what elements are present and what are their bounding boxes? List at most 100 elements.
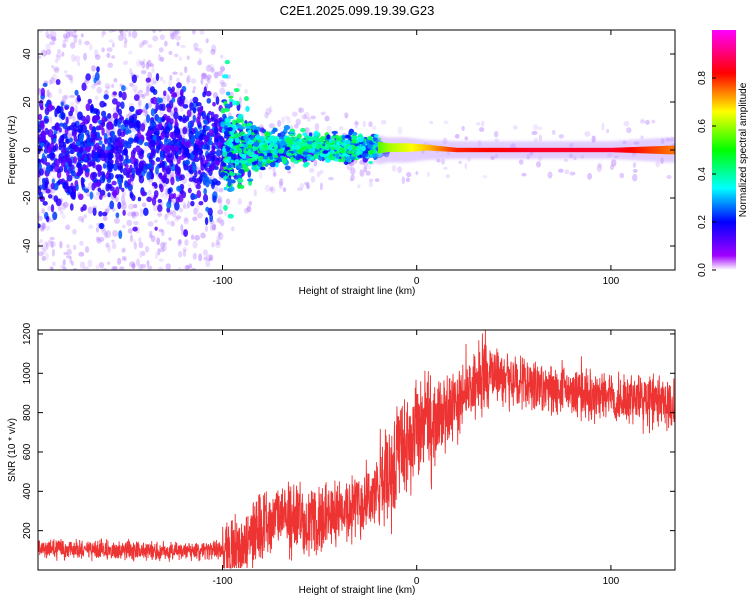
- spectrogram-speckle: [268, 105, 273, 113]
- spectrogram-blob: [70, 170, 76, 177]
- spectrogram-band-blob: [259, 166, 266, 171]
- spectrogram-speckle: [481, 120, 485, 127]
- spectrogram-blob: [129, 174, 135, 182]
- spectrogram-line-segment: [544, 147, 548, 153]
- spectrogram-blob: [112, 163, 118, 171]
- spectrogram-speckle: [96, 236, 100, 241]
- spectrogram-blob: [157, 204, 163, 213]
- spectrogram-speckle: [220, 219, 225, 227]
- spectrogram-band-blob: [225, 91, 231, 96]
- spectrogram-blob: [158, 172, 163, 180]
- spectrogram-blob: [204, 217, 209, 226]
- spectrogram-speckle: [44, 225, 51, 231]
- spectrogram-speckle: [217, 70, 223, 77]
- spectrogram-blob: [118, 142, 123, 152]
- spectrogram-blob: [198, 135, 204, 140]
- spectrogram-blob: [153, 190, 159, 198]
- spectrogram-line-segment: [593, 147, 596, 153]
- spectrogram-speckle: [78, 38, 82, 46]
- spectrogram-blob: [204, 159, 209, 165]
- top-y-tick-label: -20: [22, 190, 33, 205]
- spectrogram-speckle: [191, 30, 196, 35]
- spectrogram-speckle: [436, 158, 441, 163]
- spectrogram-speckle: [162, 241, 168, 247]
- spectrogram-blob: [51, 178, 55, 184]
- spectrogram-speckle: [200, 72, 207, 80]
- spectrogram-band-blob: [305, 144, 312, 149]
- spectrogram-speckle: [59, 264, 65, 269]
- spectrogram-line-segment: [558, 147, 561, 153]
- spectrogram-blob: [56, 105, 61, 114]
- spectrogram-blob: [177, 166, 181, 176]
- spectrogram-speckle: [176, 41, 180, 47]
- spectrogram-speckle: [397, 126, 403, 135]
- spectrogram-speckle: [632, 168, 638, 173]
- spectrogram-speckle: [205, 259, 211, 268]
- spectrogram-line-segment: [589, 147, 592, 153]
- spectrogram-blob: [78, 193, 84, 201]
- spectrogram-blob: [146, 171, 152, 181]
- spectrogram-line-segment: [618, 147, 622, 153]
- spectrogram-blob: [133, 160, 139, 170]
- spectrogram-line-segment: [381, 142, 385, 153]
- spectrogram-speckle: [328, 176, 334, 181]
- spectrogram-blob: [38, 168, 44, 176]
- spectrogram-speckle: [141, 94, 146, 99]
- spectrogram-blob: [192, 96, 199, 104]
- spectrogram-speckle: [623, 120, 630, 127]
- spectrogram-speckle: [62, 263, 66, 270]
- spectrogram-speckle: [157, 248, 161, 256]
- spectrogram-speckle: [212, 224, 216, 230]
- spectrogram-line-segment: [630, 147, 633, 153]
- spectrogram-speckle: [219, 64, 225, 72]
- spectrogram-blob: [197, 149, 204, 156]
- spectrogram-blob: [119, 165, 124, 174]
- spectrogram-speckle: [166, 94, 170, 102]
- spectrogram-speckle: [203, 256, 208, 261]
- top-y-axis: -40 -20 0 20 40: [22, 48, 675, 253]
- spectrogram-speckle: [132, 239, 136, 245]
- spectrogram-speckle: [41, 247, 46, 255]
- spectrogram-speckle: [57, 206, 62, 211]
- spectrogram-line-segment: [393, 143, 396, 152]
- spectrogram-speckle: [128, 50, 133, 55]
- spectrogram-speckle: [77, 61, 81, 67]
- spectrogram-speckle: [666, 175, 672, 180]
- spectrogram-line-segment: [449, 147, 453, 152]
- spectrogram-speckle: [67, 131, 72, 136]
- spectrogram-band-blob: [274, 154, 279, 158]
- spectrogram-speckle: [121, 191, 126, 197]
- spectrogram-blob: [98, 210, 103, 217]
- spectrogram-line-segment: [418, 144, 421, 152]
- spectrogram-line-segment: [506, 147, 509, 153]
- spectrogram-speckle: [41, 226, 45, 232]
- spectrogram-blob: [69, 203, 74, 211]
- spectrogram-band-blob: [242, 164, 248, 170]
- spectrogram-blob: [74, 89, 79, 96]
- spectrogram-speckle: [172, 71, 178, 75]
- spectrogram-band-blob: [313, 130, 320, 137]
- spectrogram-blob: [73, 124, 78, 133]
- spectrogram-blob: [153, 183, 158, 189]
- spectrogram-line-segment: [397, 143, 400, 152]
- spectrogram-band-blob: [338, 158, 343, 163]
- spectrogram-speckle: [54, 58, 59, 64]
- spectrogram-speckle: [140, 70, 147, 75]
- spectrogram-speckle: [147, 265, 153, 270]
- spectrogram-blob: [114, 138, 119, 143]
- spectrogram-band-blob: [357, 150, 363, 155]
- spectrogram-blob: [44, 107, 50, 116]
- spectrogram-speckle: [42, 208, 46, 215]
- spectrogram-speckle: [51, 65, 55, 69]
- spectrogram-speckle: [65, 243, 70, 249]
- spectrogram-line-segment: [591, 147, 594, 153]
- spectrogram-blob: [187, 187, 192, 194]
- spectrogram-blob: [97, 187, 102, 193]
- spectrogram-blob: [149, 119, 154, 129]
- spectrogram-speckle: [84, 246, 90, 253]
- spectrogram-speckle: [609, 164, 614, 170]
- spectrogram-speckle: [91, 205, 98, 210]
- spectrogram-speckle: [50, 77, 55, 85]
- spectrogram-blob: [197, 106, 204, 113]
- spectrogram-blob: [145, 77, 152, 83]
